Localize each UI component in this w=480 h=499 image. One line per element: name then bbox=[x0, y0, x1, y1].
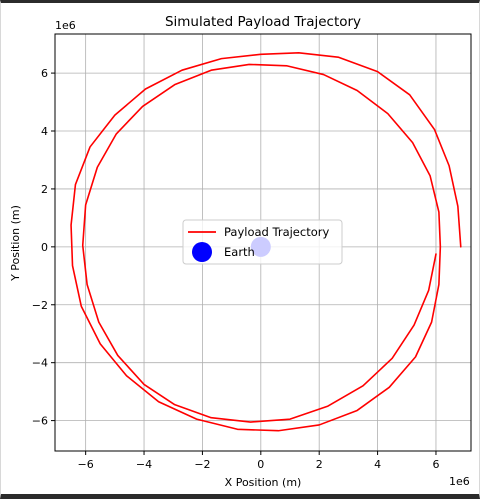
x-tick-label-1: −4 bbox=[136, 458, 152, 471]
y-tick-label-1: −4 bbox=[32, 357, 48, 370]
axes-spine bbox=[54, 33, 472, 452]
x-tick-label-6: 6 bbox=[432, 458, 439, 471]
x-tick-label-2: −2 bbox=[194, 458, 210, 471]
axes: −6 −4 −2 0 2 4 6 −6 −4 −2 0 2 4 6 bbox=[32, 33, 472, 471]
y-tick-label-4: 2 bbox=[41, 183, 48, 196]
legend-label-earth: Earth bbox=[224, 245, 255, 259]
series-line-payload-trajectory bbox=[70, 52, 462, 432]
legend: Payload Trajectory Earth bbox=[182, 219, 343, 265]
labels: Simulated Payload Trajectory X Position … bbox=[9, 14, 470, 489]
trajectory-chart: −6 −4 −2 0 2 4 6 −6 −4 −2 0 2 4 6 Simulated Payload T… bbox=[9, 14, 472, 489]
y-tick-label-3: 0 bbox=[41, 241, 48, 254]
legend-label-payload-trajectory: Payload Trajectory bbox=[224, 225, 329, 239]
y-tick-label-6: 6 bbox=[41, 67, 48, 80]
y-offset-text: 1e6 bbox=[55, 19, 76, 32]
x-tick-label-5: 4 bbox=[374, 458, 381, 471]
x-tick-label-0: −6 bbox=[78, 458, 94, 471]
y-tick-label-5: 4 bbox=[41, 125, 48, 138]
y-tick-label-0: −6 bbox=[32, 415, 48, 428]
legend-box bbox=[182, 219, 343, 265]
x-offset-text: 1e6 bbox=[449, 475, 470, 488]
x-tick-label-4: 2 bbox=[316, 458, 323, 471]
x-tick-label-3: 0 bbox=[257, 458, 264, 471]
x-axis-label: X Position (m) bbox=[225, 476, 302, 489]
y-tick-label-2: −2 bbox=[32, 299, 48, 312]
chart-title: Simulated Payload Trajectory bbox=[165, 14, 361, 30]
legend-marker-swatch bbox=[192, 242, 212, 262]
y-axis-label: Y Position (m) bbox=[9, 205, 22, 282]
